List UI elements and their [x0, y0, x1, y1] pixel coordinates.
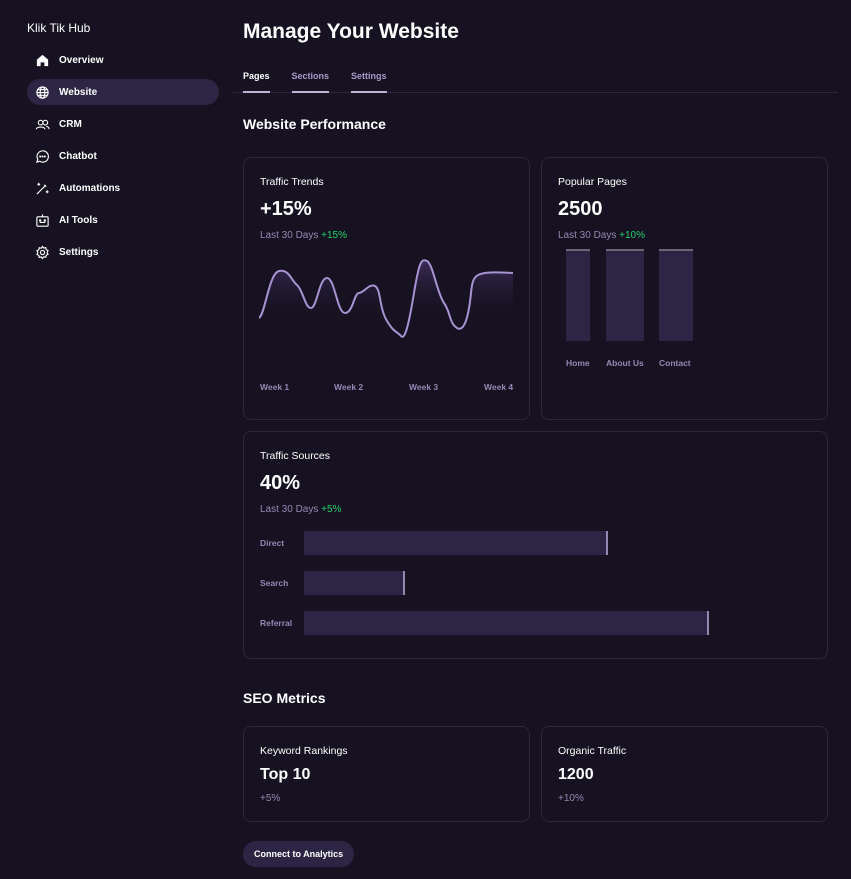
robot-icon: [36, 213, 49, 227]
card-title: Popular Pages: [558, 176, 627, 188]
sidebar-nav: Overview Website CRM Chatbot Automations…: [27, 47, 219, 271]
card-subtitle: Last 30 Days +5%: [260, 504, 341, 515]
card-subtitle: Last 30 Days +15%: [260, 230, 347, 241]
gear-icon: [36, 244, 49, 260]
page-bar-contact: [659, 249, 693, 341]
card-value: Top 10: [260, 766, 311, 783]
card-title: Organic Traffic: [558, 745, 627, 757]
card-value: 2500: [558, 198, 603, 220]
sidebar-item-ai-tools[interactable]: AI Tools: [27, 207, 219, 233]
section-heading-performance: Website Performance: [243, 116, 386, 132]
sidebar-item-chatbot[interactable]: Chatbot: [27, 143, 219, 169]
card-title: Traffic Sources: [260, 450, 331, 462]
page-bar-home: [566, 249, 590, 341]
globe-icon: [36, 85, 49, 99]
tab-bar: Pages Sections Settings: [233, 69, 838, 93]
card-value: +15%: [260, 198, 312, 220]
x-tick-label: Week 3: [409, 382, 439, 392]
users-icon: [35, 119, 50, 129]
card-value: 1200: [558, 766, 594, 783]
period-label: Last 30 Days: [260, 230, 319, 241]
sidebar-item-label: CRM: [59, 118, 82, 130]
x-tick-label: Week 2: [334, 382, 364, 392]
keyword-rankings-card: Keyword Rankings Top 10 +5%: [243, 726, 530, 822]
bar-label: Home: [566, 358, 590, 368]
traffic-line: [259, 259, 514, 338]
card-subtitle: Last 30 Days +10%: [558, 230, 645, 241]
bar-label: About Us: [606, 358, 644, 368]
source-bar-referral: [304, 611, 709, 635]
source-label: Referral: [260, 618, 293, 628]
change-badge: +5%: [321, 504, 342, 515]
traffic-sources-card: Traffic Sources 40% Last 30 Days +5% Dir…: [243, 431, 828, 659]
x-tick-label: Week 1: [260, 382, 290, 392]
source-label: Direct: [260, 538, 285, 548]
tab-sections[interactable]: Sections: [291, 69, 330, 93]
page-bar-about-us: [606, 249, 644, 341]
sidebar-item-website[interactable]: Website: [27, 79, 219, 105]
change-badge: +5%: [260, 793, 281, 804]
source-label: Search: [260, 578, 289, 588]
page-title: Manage Your Website: [243, 20, 459, 43]
section-heading-seo: SEO Metrics: [243, 690, 326, 706]
bar-label: Contact: [659, 358, 691, 368]
traffic-area: [259, 260, 513, 363]
sidebar-item-label: Website: [59, 86, 98, 98]
sidebar-item-crm[interactable]: CRM: [27, 111, 219, 137]
card-title: Keyword Rankings: [260, 745, 348, 757]
sidebar-item-label: Automations: [59, 182, 121, 194]
app-brand: Klik Tik Hub: [27, 21, 91, 35]
chat-icon: [35, 149, 49, 163]
popular-pages-card: Popular Pages 2500 Last 30 Days +10% Hom…: [541, 157, 828, 420]
magic-wand-icon: [36, 182, 49, 195]
tab-pages[interactable]: Pages: [243, 69, 270, 93]
sidebar-item-label: Chatbot: [59, 150, 97, 162]
change-badge: +15%: [321, 230, 348, 241]
traffic-trends-card: Traffic Trends +15% Last 30 Days +15% We…: [243, 157, 530, 420]
connect-analytics-button[interactable]: Connect to Analytics: [243, 841, 355, 867]
sidebar-item-automations[interactable]: Automations: [27, 175, 219, 201]
change-badge: +10%: [558, 793, 584, 804]
source-bar-direct: [304, 531, 608, 555]
sidebar-item-label: Overview: [59, 54, 104, 66]
home-icon: [36, 54, 49, 66]
source-bar-search: [304, 571, 406, 595]
period-label: Last 30 Days: [260, 504, 319, 515]
period-label: Last 30 Days: [558, 230, 617, 241]
tab-settings[interactable]: Settings: [351, 69, 387, 93]
card-title: Traffic Trends: [260, 176, 324, 188]
sidebar-item-label: AI Tools: [59, 214, 98, 226]
card-value: 40%: [260, 472, 301, 494]
organic-traffic-card: Organic Traffic 1200 +10%: [541, 726, 828, 822]
traffic-line-chart: [259, 259, 514, 363]
sidebar-item-label: Settings: [59, 246, 99, 258]
sidebar-item-overview[interactable]: Overview: [27, 47, 219, 73]
change-badge: +10%: [619, 230, 646, 241]
x-tick-label: Week 4: [484, 382, 514, 392]
sidebar-item-settings[interactable]: Settings: [27, 239, 219, 265]
